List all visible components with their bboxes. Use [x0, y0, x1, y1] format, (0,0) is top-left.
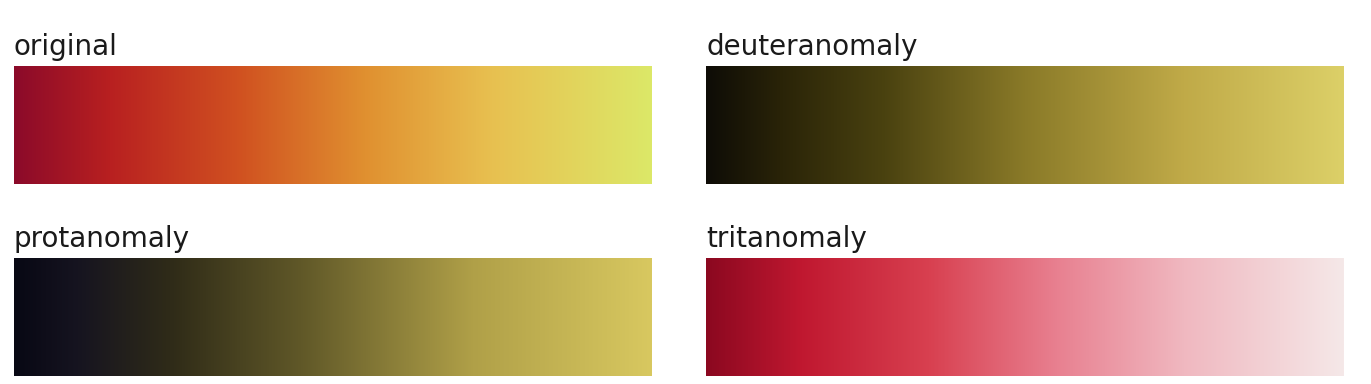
Text: deuteranomaly: deuteranomaly: [706, 33, 917, 61]
Text: protanomaly: protanomaly: [14, 225, 189, 253]
Text: tritanomaly: tritanomaly: [706, 225, 866, 253]
Text: original: original: [14, 33, 118, 61]
